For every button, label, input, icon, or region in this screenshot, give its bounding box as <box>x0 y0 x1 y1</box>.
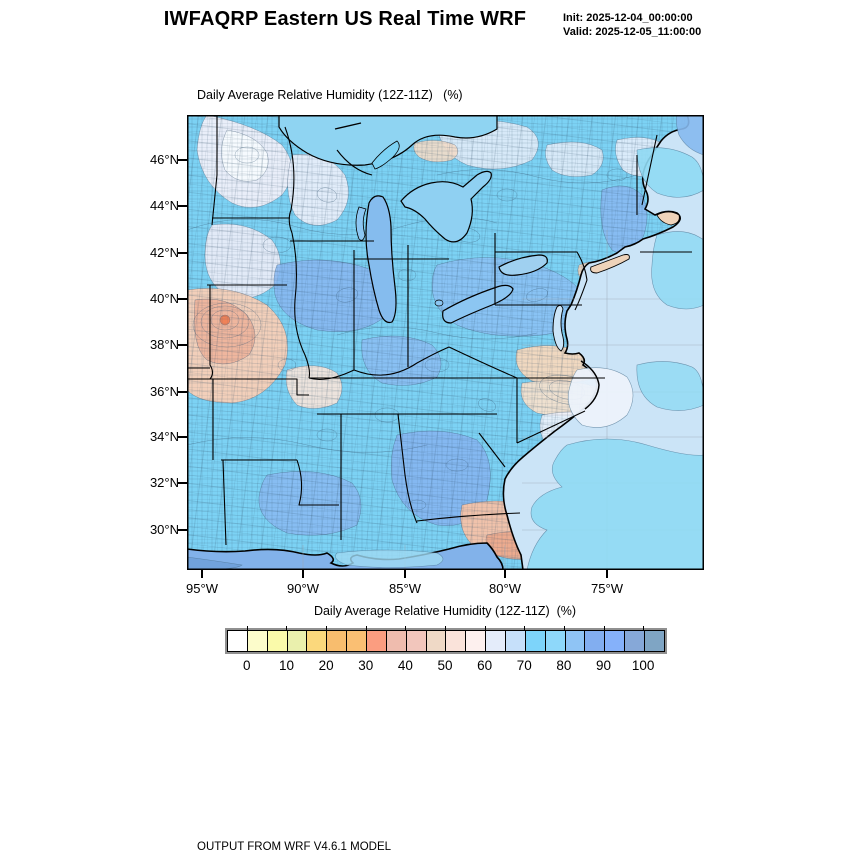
colorbar-cell <box>544 631 565 651</box>
colorbar-tick-label: 60 <box>477 658 493 673</box>
lat-tick-label: 36°N <box>149 384 179 399</box>
footer-notes: OUTPUT FROM WRF V4.6.1 MODEL WE = 310 ; … <box>197 810 649 850</box>
state-borders <box>187 115 692 546</box>
map-frame <box>187 115 704 570</box>
colorbar-cell <box>405 631 426 651</box>
lat-tick-label: 42°N <box>149 245 179 260</box>
colorbar-tick-mark <box>445 626 446 630</box>
lon-tick-mark <box>302 570 304 578</box>
colorbar-cell <box>228 631 247 651</box>
lat-tick-mark <box>178 436 187 438</box>
lat-tick-mark <box>178 252 187 254</box>
colorbar-cell <box>425 631 446 651</box>
colorbar-cell <box>564 631 585 651</box>
colorbar-cell <box>266 631 287 651</box>
colorbar-cell <box>465 631 486 651</box>
colorbar-tick-mark <box>246 626 248 630</box>
lat-tick-mark <box>178 298 187 300</box>
lat-tick-mark <box>178 344 187 346</box>
colorbar-tick-mark <box>563 626 565 630</box>
colorbar-tick-mark <box>326 626 328 630</box>
colorbar-cell <box>306 631 327 651</box>
colorbar-tick-label: 20 <box>318 658 334 673</box>
humidity-map: 46°N 44°N 42°N 40°N 38°N 36°N 34°N 32°N 30°N 95°… <box>150 114 705 596</box>
lon-tick-label: 80°W <box>489 581 521 596</box>
map-title: Daily Average Relative Humidity (12Z-11Z… <box>197 88 463 102</box>
init-time: Init: 2025-12-04_00:00:00 <box>563 12 693 24</box>
lat-tick-label: 44°N <box>149 198 179 213</box>
colorbar-tick-label: 10 <box>278 658 294 673</box>
colorbar-tick-label: 0 <box>243 658 251 673</box>
lon-tick-label: 85°W <box>389 581 421 596</box>
colorbar-tick-mark <box>643 626 645 630</box>
colorbar-tick-label: 90 <box>596 658 612 673</box>
page-title: IWFAQRP Eastern US Real Time WRF <box>163 8 527 30</box>
lat-tick-label: 38°N <box>149 337 179 352</box>
lon-tick-label: 95°W <box>186 581 218 596</box>
colorbar-tick-label: 30 <box>358 658 374 673</box>
colorbar-tick-mark <box>365 626 367 630</box>
colorbar-cell <box>346 631 367 651</box>
colorbar-tick-mark <box>286 626 288 630</box>
colorbar-tick-label: 40 <box>397 658 413 673</box>
colorbar-tick-label: 100 <box>631 658 655 673</box>
colorbar-cell <box>246 631 267 651</box>
colorbar-cell <box>385 631 406 651</box>
map-canvas <box>186 114 705 571</box>
colorbar-cell <box>624 631 645 651</box>
lon-tick-mark <box>201 570 203 578</box>
lat-tick-mark <box>178 205 187 207</box>
lon-tick-label: 75°W <box>591 581 623 596</box>
lon-tick-mark <box>606 570 608 578</box>
colorbar-cell <box>604 631 625 651</box>
lon-tick-mark <box>504 570 506 578</box>
lat-tick-label: 46°N <box>149 152 179 167</box>
lon-tick-mark <box>404 570 406 578</box>
ocean-patches <box>186 114 705 571</box>
colorbar-tick-label: 70 <box>516 658 532 673</box>
lat-tick-mark <box>178 391 187 393</box>
colorbar-cell <box>524 631 545 651</box>
colorbar <box>225 628 667 654</box>
lon-tick-label: 90°W <box>287 581 319 596</box>
colorbar-cell <box>485 631 506 651</box>
coastal-details <box>552 211 680 410</box>
colorbar-tick-mark <box>524 626 526 630</box>
footer-line1: OUTPUT FROM WRF V4.6.1 MODEL <box>197 841 392 850</box>
colorbar-cell <box>505 631 525 651</box>
lat-tick-mark <box>178 159 187 161</box>
colorbar-tick-mark <box>603 626 605 630</box>
colorbar-cell <box>286 631 307 651</box>
lat-tick-label: 30°N <box>149 522 179 537</box>
lat-tick-label: 40°N <box>149 291 179 306</box>
colorbar-tick-label: 80 <box>556 658 572 673</box>
colorbar-tick-label: 50 <box>437 658 453 673</box>
colorbar-cell <box>445 631 466 651</box>
valid-time: Valid: 2025-12-05_11:00:00 <box>563 26 702 38</box>
colorbar-cell <box>326 631 347 651</box>
colorbar-tick-mark <box>484 626 486 630</box>
colorbar-cell <box>644 631 664 651</box>
lat-tick-label: 32°N <box>149 475 179 490</box>
colorbar-cell <box>584 631 605 651</box>
colorbar-title: Daily Average Relative Humidity (12Z-11Z… <box>313 604 577 618</box>
lat-tick-mark <box>178 482 187 484</box>
model-run-info: Init: 2025-12-04_00:00:00 Valid: 2025-12… <box>563 11 713 39</box>
colorbar-tick-mark <box>405 626 407 630</box>
lat-tick-mark <box>178 529 187 531</box>
contour-lines <box>186 146 638 511</box>
colorbar-cell <box>366 631 386 651</box>
lat-tick-label: 34°N <box>149 429 179 444</box>
